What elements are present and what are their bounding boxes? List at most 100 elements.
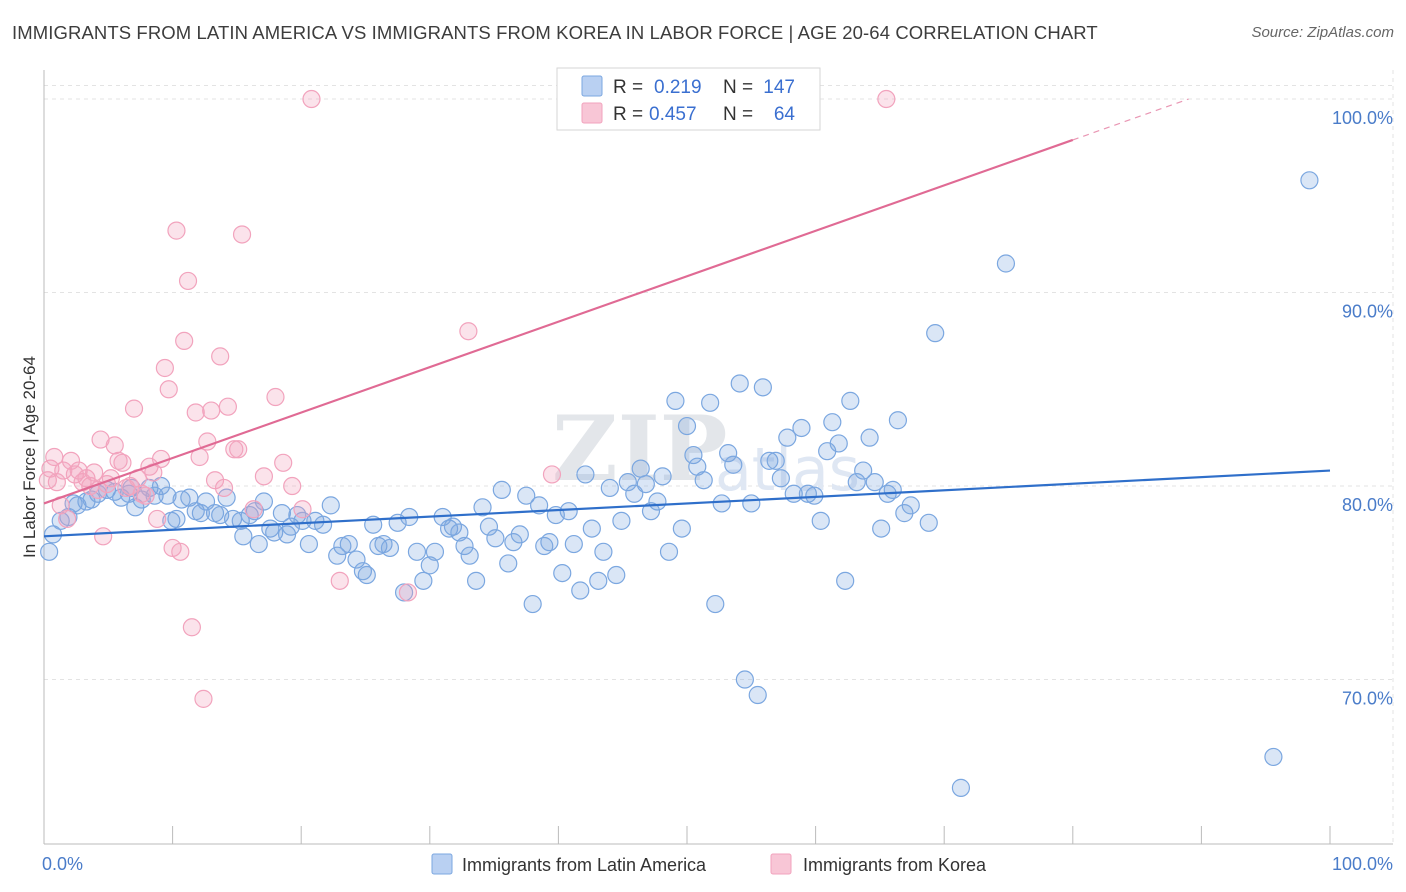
data-point-latin-america [510, 525, 529, 544]
data-point-latin-america [191, 504, 210, 523]
data-point-korea [58, 509, 77, 529]
chart-source: Source: ZipAtlas.com [1251, 24, 1394, 41]
data-point-latin-america [540, 533, 559, 552]
data-point-latin-america [648, 492, 667, 511]
data-point-latin-america [823, 413, 842, 432]
data-point-latin-america [811, 511, 830, 530]
data-point-korea [105, 436, 124, 455]
trend-lines [43, 98, 1331, 538]
legend-swatch-korea [770, 853, 792, 875]
data-point-korea [182, 618, 201, 637]
data-point-korea [198, 432, 217, 451]
data-point-korea [124, 399, 144, 418]
data-point-latin-america [466, 571, 486, 590]
stats-n-value-latin-america: 147 [763, 77, 795, 98]
data-point-korea [274, 453, 293, 472]
data-point-latin-america [901, 496, 920, 515]
data-point-latin-america [564, 534, 583, 554]
data-point-latin-america [742, 494, 761, 513]
legend: Immigrants from Latin America Immigrants… [431, 853, 987, 875]
data-point-latin-america [730, 374, 749, 393]
data-point-korea [113, 453, 132, 472]
data-point-latin-america [328, 546, 347, 565]
data-point-latin-america [672, 519, 691, 538]
data-point-korea [186, 403, 205, 422]
data-point-latin-america [380, 538, 400, 558]
data-point-latin-america [766, 451, 785, 470]
trend-line-latin-america [43, 469, 1331, 538]
data-point-latin-america [576, 465, 595, 484]
data-point-latin-america [473, 498, 492, 517]
data-point-latin-america [167, 509, 186, 529]
data-point-korea [283, 476, 302, 496]
data-point-korea [94, 527, 113, 546]
data-point-latin-america [641, 502, 661, 521]
data-point-korea [232, 225, 252, 244]
data-point-latin-america [414, 571, 433, 590]
data-point-latin-america [313, 515, 333, 534]
data-point-latin-america [792, 418, 811, 438]
data-point-latin-america [321, 496, 340, 515]
data-point-latin-america [724, 455, 743, 474]
legend-swatch-latin-america [431, 853, 453, 875]
y-tick-label: 100.0% [1332, 108, 1393, 128]
data-point-latin-america [450, 523, 469, 542]
legend-label-latin-america: Immigrants from Latin America [462, 855, 707, 875]
data-point-latin-america [618, 473, 637, 492]
data-point-latin-america [778, 428, 797, 447]
data-point-latin-america [394, 583, 414, 602]
data-point-latin-america [659, 542, 679, 561]
x-tick-label-min: 0.0% [42, 854, 83, 874]
stats-r-label-latin-america: R = [613, 77, 643, 98]
x-tick-labels: 0.0% 100.0% [42, 854, 1393, 874]
data-point-latin-america [333, 536, 352, 556]
data-point-latin-america [760, 451, 779, 470]
data-point-latin-america [523, 594, 542, 614]
stats-box: R = 0.219 N = 147 R = 0.457 N = 64 [556, 67, 821, 131]
data-point-korea [85, 463, 104, 482]
data-point-latin-america [151, 476, 171, 496]
data-point-latin-america [712, 494, 731, 513]
trend-line-korea [43, 138, 1074, 505]
data-point-latin-america [926, 324, 945, 343]
data-point-latin-america [860, 428, 879, 447]
data-point-korea [542, 465, 562, 484]
data-point-latin-america [719, 444, 738, 463]
y-tick-label: 80.0% [1342, 495, 1393, 515]
data-point-korea [202, 401, 221, 420]
watermark-zip: ZIP [552, 396, 727, 502]
stats-swatch-latin-america [581, 75, 603, 97]
data-point-korea [167, 221, 186, 240]
data-point-latin-america [701, 393, 720, 412]
data-point-latin-america [425, 542, 445, 561]
data-point-latin-america [865, 473, 884, 492]
data-point-korea [877, 89, 896, 109]
data-point-korea [178, 271, 198, 291]
data-point-latin-america [553, 563, 572, 583]
data-point-latin-america [249, 534, 268, 554]
data-point-latin-america [625, 484, 644, 503]
data-point-latin-america [530, 496, 549, 515]
data-point-korea [459, 322, 478, 341]
data-point-latin-america [347, 550, 366, 569]
data-point-latin-america [600, 478, 619, 498]
data-point-korea [266, 387, 285, 407]
data-point-latin-america [854, 461, 873, 480]
data-point-latin-america [357, 565, 376, 585]
data-point-latin-america [996, 254, 1016, 273]
data-point-latin-america [829, 434, 848, 453]
data-point-latin-america [684, 445, 703, 465]
data-point-latin-america [1264, 747, 1283, 767]
x-tick-label-max: 100.0% [1332, 854, 1393, 874]
data-point-korea [211, 347, 230, 366]
data-point-latin-america [753, 378, 772, 397]
data-point-latin-america [612, 511, 631, 530]
data-point-korea [171, 542, 190, 561]
data-point-latin-america [883, 480, 902, 499]
data-point-latin-america [636, 474, 655, 494]
data-point-korea [398, 583, 418, 602]
data-point-latin-america [706, 594, 725, 614]
data-point-latin-america [559, 502, 578, 521]
data-point-korea [155, 358, 174, 378]
data-point-latin-america [420, 556, 439, 575]
